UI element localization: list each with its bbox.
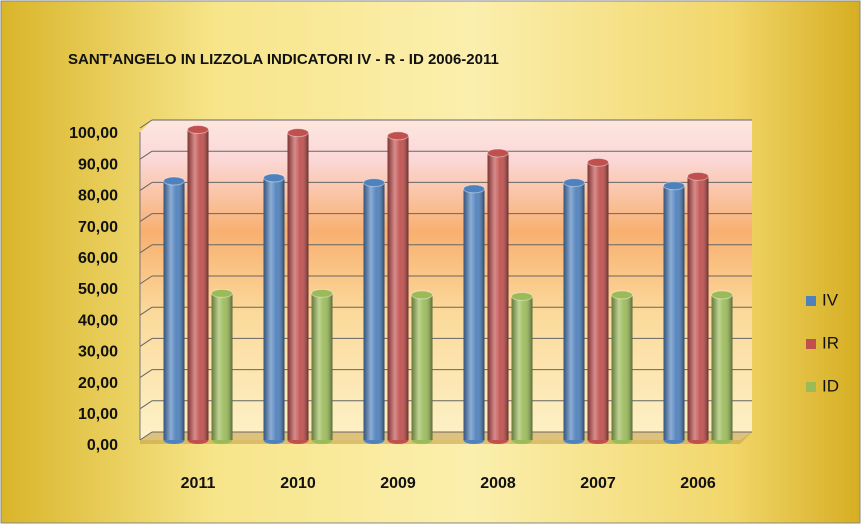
bar-top (711, 290, 733, 300)
bar-top (663, 181, 685, 191)
bar-top (387, 131, 409, 141)
bar-top (163, 176, 185, 186)
x-tick-label: 2009 (380, 475, 416, 492)
grid-line-side (139, 400, 153, 410)
bar-shade (311, 293, 333, 440)
bar-shade (263, 177, 285, 441)
bar-shade (363, 182, 385, 440)
bar-shade (463, 188, 485, 440)
grid-line-side (139, 369, 153, 379)
y-tick-label: 80,00 (78, 188, 118, 205)
bar-shade (163, 181, 185, 441)
bar-top (287, 128, 309, 138)
grid-line-side (139, 244, 153, 254)
x-tick-label: 2006 (680, 475, 716, 492)
bar-top (463, 184, 485, 194)
grid-line-side (139, 275, 153, 285)
x-tick-label: 2007 (580, 475, 616, 492)
bar-top (511, 291, 533, 301)
y-tick-label: 20,00 (78, 375, 118, 392)
bar-shade (611, 294, 633, 440)
bar-top (587, 157, 609, 167)
bar-shade (187, 129, 209, 440)
bar-shade (287, 132, 309, 440)
grid-line-side (139, 431, 153, 441)
y-tick-label: 40,00 (78, 312, 118, 329)
y-tick-label: 10,00 (78, 406, 118, 423)
legend-swatch (806, 382, 816, 392)
bar-top (311, 288, 333, 298)
grid-line-side (139, 181, 153, 191)
y-tick-label: 50,00 (78, 281, 118, 298)
y-tick-label: 70,00 (78, 219, 118, 236)
bar-shade (511, 296, 533, 440)
bar-top (487, 148, 509, 158)
legend-label: IR (822, 333, 839, 352)
grid-line-side (139, 306, 153, 316)
x-tick-label: 2011 (181, 475, 216, 492)
bar-top (687, 171, 709, 181)
y-tick-label: 100,00 (69, 125, 118, 142)
x-tick-label: 2010 (280, 475, 316, 492)
bar-shade (487, 152, 509, 440)
bar-shade (387, 135, 409, 441)
legend-label: ID (822, 376, 839, 395)
bar-shade (411, 294, 433, 440)
bar-shade (211, 293, 233, 440)
y-tick-label: 30,00 (78, 344, 118, 361)
legend-swatch (806, 339, 816, 349)
chart-title: SANT'ANGELO IN LIZZOLA INDICATORI IV - R… (68, 51, 499, 68)
y-tick-label: 60,00 (78, 250, 118, 267)
bar-top (263, 173, 285, 183)
y-tick-label: 90,00 (78, 156, 118, 173)
grid-line-side (139, 119, 153, 129)
bar-top (563, 178, 585, 188)
bar-shade (687, 176, 709, 441)
bar-shade (663, 185, 685, 440)
bar-shade (587, 162, 609, 440)
bar-top (611, 290, 633, 300)
grid-line-side (139, 150, 153, 160)
y-tick-label: 0,00 (87, 437, 118, 454)
x-tick-label: 2008 (480, 475, 516, 492)
bar-shade (563, 182, 585, 440)
grid-line-side (139, 213, 153, 223)
bar-top (187, 125, 209, 135)
bar-shade (711, 294, 733, 440)
bar-top (411, 290, 433, 300)
legend-label: IV (822, 290, 839, 309)
legend-swatch (806, 296, 816, 306)
grid-line-side (139, 337, 153, 347)
bar-top (211, 288, 233, 298)
bar-top (363, 178, 385, 188)
